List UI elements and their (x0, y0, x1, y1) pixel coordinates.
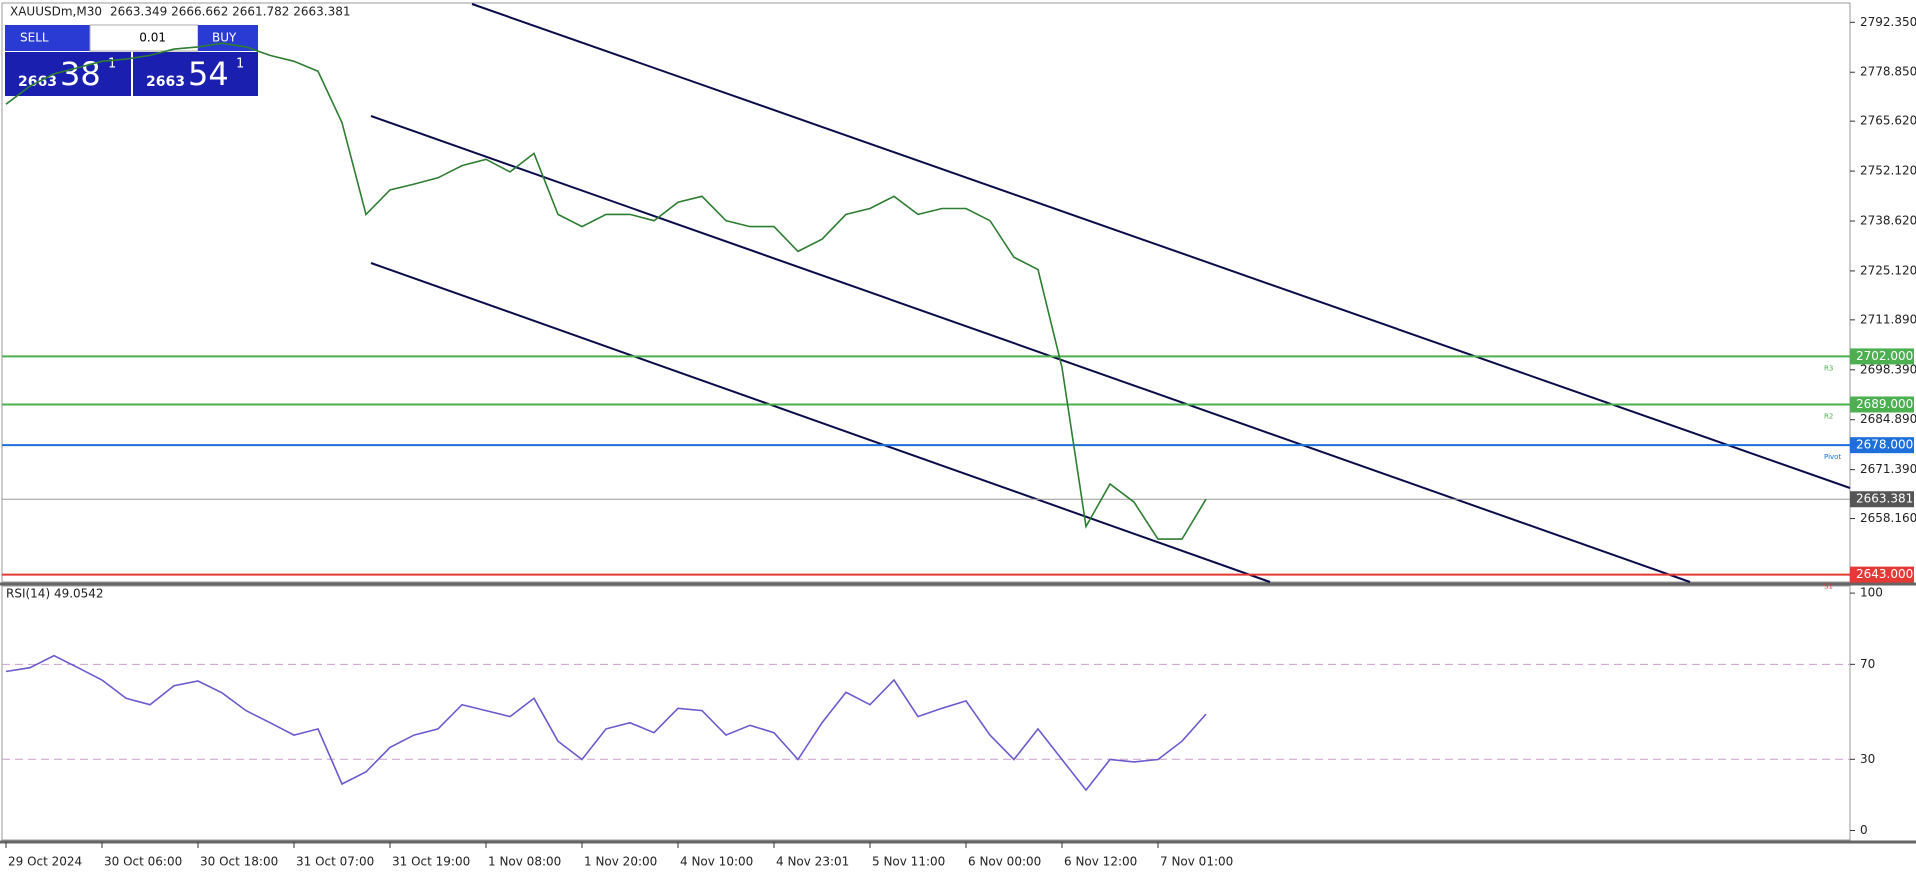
x-tick-label: 31 Oct 19:00 (392, 855, 470, 869)
rsi-pane (1, 585, 1851, 841)
channel-line (471, 3, 1851, 489)
y-tick-label: 100 (1860, 586, 1883, 600)
level-label: 2678.000 (1856, 438, 1913, 452)
x-tick-label: 1 Nov 20:00 (584, 855, 657, 869)
sell-frac: 1 (108, 57, 116, 72)
lot-input[interactable] (89, 24, 199, 52)
price-line (5, 42, 1207, 540)
price-line (5, 654, 1207, 792)
channel-line (370, 262, 1271, 583)
sell-pips: 38 (60, 55, 101, 93)
channel (370, 3, 1851, 583)
level-name: S1 (1824, 583, 1833, 591)
y-tick-label: 2698.390 (1860, 362, 1916, 376)
buy-frac: 1 (236, 57, 244, 72)
buy-button[interactable] (198, 25, 258, 51)
y-tick-label: 2658.160 (1860, 511, 1916, 525)
lot-value: 0.01 (139, 31, 166, 45)
sell-button[interactable] (5, 25, 90, 51)
price-pane (1, 2, 1851, 583)
buy-label: BUY (212, 31, 237, 45)
y-tick-label: 2752.120 (1860, 164, 1916, 178)
y-tick-label: 30 (1860, 752, 1875, 766)
y-tick-label: 2711.890 (1860, 312, 1916, 326)
y-tick-label: 70 (1860, 657, 1875, 671)
level-tag (1850, 437, 1914, 454)
level-label: 2689.000 (1856, 397, 1913, 411)
level-label: 2643.000 (1856, 567, 1913, 581)
sell-label: SELL (20, 31, 49, 45)
level-tag (1850, 348, 1914, 365)
buy-big: 2663 (146, 74, 185, 90)
x-tick-label: 1 Nov 08:00 (488, 855, 561, 869)
y-tick-label: 2792.350 (1860, 15, 1916, 29)
level-tag (1850, 396, 1914, 413)
y-tick-label: 2765.620 (1860, 114, 1916, 128)
y-tick-label: 2671.390 (1860, 462, 1916, 476)
level-tag (1850, 566, 1914, 583)
buy-pips: 54 (188, 55, 229, 93)
level-name: R2 (1824, 412, 1833, 420)
x-tick-label: 6 Nov 00:00 (968, 855, 1041, 869)
y-tick-label: 0 (1860, 823, 1868, 837)
x-tick-label: 7 Nov 01:00 (1160, 855, 1233, 869)
level-name: R3 (1824, 364, 1833, 372)
x-tick-label: 4 Nov 10:00 (680, 855, 753, 869)
x-tick-label: 29 Oct 2024 (8, 855, 82, 869)
level-label: 2702.000 (1856, 349, 1913, 363)
symbol: XAUUSDm,M30 (10, 5, 102, 19)
level-name: Pivot (1824, 453, 1841, 461)
trade-panel: SELL 0.01 BUY 2663 38 1 2663 54 1 (5, 24, 258, 96)
buy-price[interactable] (133, 52, 258, 96)
x-tick-label: 6 Nov 12:00 (1064, 855, 1137, 869)
ohlc: 2663.349 2666.662 2661.782 2663.381 (110, 5, 350, 19)
channel-line (370, 115, 1691, 583)
x-tick-label: 5 Nov 11:00 (872, 855, 945, 869)
x-tick-label: 30 Oct 18:00 (200, 855, 278, 869)
y-tick-label: 2778.850 (1860, 65, 1916, 79)
current-price-label: 2663.381 (1856, 492, 1913, 506)
y-tick-label: 2725.120 (1860, 263, 1916, 277)
y-tick-label: 2738.620 (1860, 213, 1916, 227)
y-tick-label: 2684.890 (1860, 412, 1916, 426)
x-tick-label: 30 Oct 06:00 (104, 855, 182, 869)
current-price-tag (1850, 491, 1914, 508)
x-tick-label: 4 Nov 23:01 (776, 855, 849, 869)
x-tick-label: 31 Oct 07:00 (296, 855, 374, 869)
rsi-title: RSI(14) 49.0542 (6, 587, 104, 601)
